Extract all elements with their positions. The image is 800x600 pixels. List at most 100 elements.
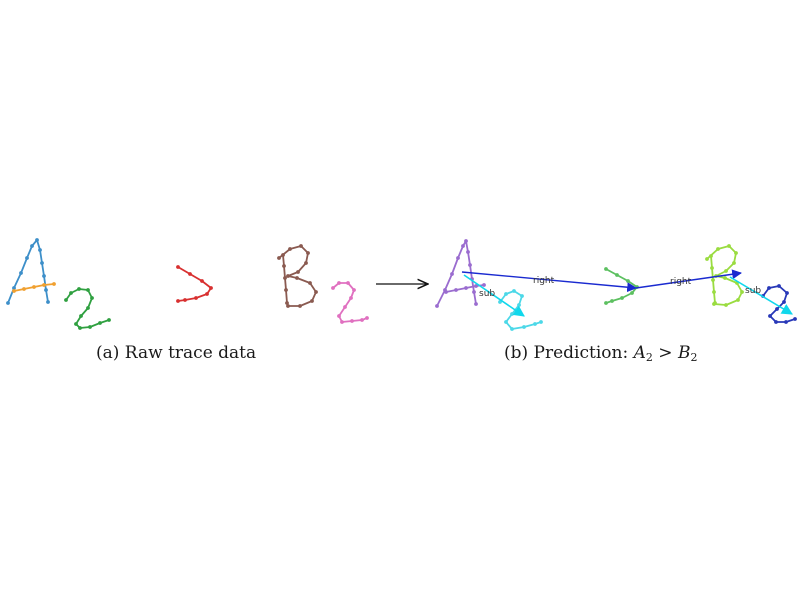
pred-trace-a-crossbar-point <box>482 283 486 287</box>
raw-trace-a-crossbar-point <box>52 282 56 286</box>
pred-trace-a-point <box>461 244 465 248</box>
raw-trace-b-bowls-point <box>295 276 299 280</box>
raw-trace-a-point <box>12 286 16 290</box>
pred-trace-two-1-point <box>504 292 508 296</box>
raw-trace-greater-point <box>200 279 204 283</box>
raw-trace-a-crossbar-point <box>32 285 36 289</box>
pred-trace-two-2-point <box>767 286 771 290</box>
raw-trace-a-crossbar-point <box>22 287 26 291</box>
pred-trace-two-2-point <box>775 307 779 311</box>
edge-right-2 <box>635 269 742 289</box>
pred-trace-b-bowls-point <box>734 251 738 255</box>
raw-trace-b-stem-point <box>283 276 287 280</box>
edge-label-right-2: right <box>670 277 692 287</box>
pred-trace-a-point <box>450 272 454 276</box>
raw-trace-two-1-point <box>86 288 90 292</box>
raw-trace-two-2-point <box>360 318 364 322</box>
raw-trace-b-bowls-point <box>304 261 308 265</box>
pred-trace-two-2-point <box>785 291 789 295</box>
pred-trace-b-bowls-point <box>727 244 731 248</box>
pred-trace-b-bowls-point <box>724 303 728 307</box>
caption-prediction-lhs-sub: 2 <box>645 351 653 364</box>
pred-trace-two-1-point <box>520 294 524 298</box>
pred-trace-two-2-point <box>784 320 788 324</box>
raw-trace-a-point <box>25 256 29 260</box>
pred-trace-two-1-point <box>512 289 516 293</box>
pred-trace-two-2-point <box>768 314 772 318</box>
pred-trace-two-2 <box>762 285 796 323</box>
pred-trace-two-1-point <box>533 322 537 326</box>
pred-trace-a-point <box>474 302 478 306</box>
raw-trace-two-1-point <box>78 326 82 330</box>
caption-prediction-lhs: A <box>633 343 646 363</box>
raw-trace-a-point <box>38 248 42 252</box>
raw-trace-a-point <box>46 300 50 304</box>
raw-trace-a-point <box>35 238 39 242</box>
raw-trace-two-1-point <box>74 322 78 326</box>
pred-trace-b-bowls-point <box>716 247 720 251</box>
raw-trace-two-1-point <box>107 318 111 322</box>
caption-prediction: (b) Prediction: A2 > B2 <box>504 343 697 364</box>
raw-trace-two-2-point <box>331 286 335 290</box>
raw-trace-two-2-point <box>349 296 353 300</box>
caption-prediction-prefix: (b) Prediction: <box>504 343 634 363</box>
pred-trace-two-2-point <box>782 300 786 304</box>
raw-trace-greater-point <box>188 272 192 276</box>
pred-trace-two-1-point <box>504 320 508 324</box>
raw-trace-b-stem-point <box>282 264 286 268</box>
raw-trace-two-1-point <box>98 321 102 325</box>
raw-trace-greater-point <box>209 286 213 290</box>
raw-trace-two-1-point <box>88 325 92 329</box>
raw-trace-a-point <box>30 244 34 248</box>
edge-label-sub-1: sub <box>479 289 495 299</box>
pred-trace-a-crossbar-point <box>464 286 468 290</box>
raw-trace-greater-point <box>194 296 198 300</box>
pred-trace-b-bowls-point <box>724 269 728 273</box>
pred-trace-a-point <box>464 239 468 243</box>
raw-trace-b-bowls-point <box>286 304 290 308</box>
raw-trace-b-stem-point <box>285 301 289 305</box>
raw-trace-two-1-point <box>79 314 83 318</box>
caption-prediction-op: > <box>652 343 678 363</box>
raw-trace-a-point <box>44 288 48 292</box>
raw-trace-two-2-point <box>350 319 354 323</box>
pred-trace-a-crossbar-point <box>454 288 458 292</box>
raw-trace-a-point <box>6 301 10 305</box>
raw-trace-two-2-point <box>337 281 341 285</box>
pred-trace-greater-point <box>630 291 634 295</box>
pred-trace-two-2-point <box>777 284 781 288</box>
pred-trace-two-1-point <box>522 325 526 329</box>
pred-trace-two-2-point <box>774 320 778 324</box>
pred-trace-b-bowls-point <box>723 276 727 280</box>
caption-prediction-rhs: B <box>677 343 691 363</box>
pred-trace-b-bowls-point <box>712 302 716 306</box>
raw-trace-b-bowls-point <box>288 247 292 251</box>
raw-trace-b-bowls-point <box>310 299 314 303</box>
raw-trace-greater <box>177 266 212 302</box>
pred-trace-b-stem-point <box>711 278 715 282</box>
pred-trace-greater-point <box>610 299 614 303</box>
pred-trace-greater-point <box>615 273 619 277</box>
raw-trace-greater-point <box>176 265 180 269</box>
pred-trace-b-bowls-point <box>736 298 740 302</box>
pred-trace-a-crossbar-point <box>474 284 478 288</box>
raw-trace-b-bowls-point <box>306 251 310 255</box>
pred-trace-b-bowls-point <box>732 261 736 265</box>
raw-trace-b-bowls-point <box>286 274 290 278</box>
raw-trace-b-bowls-point <box>308 281 312 285</box>
raw-trace-b-bowls-point <box>314 290 318 294</box>
pred-trace-a-crossbar-point <box>444 290 448 294</box>
raw-trace-greater-point <box>205 292 209 296</box>
edge-label-sub-2: sub <box>745 286 761 296</box>
pred-trace-greater-point <box>626 279 630 283</box>
caption-prediction-rhs-sub: 2 <box>690 351 698 364</box>
raw-trace-two-2-point <box>340 320 344 324</box>
pred-trace-greater-point <box>620 296 624 300</box>
raw-trace-b-stem-point <box>284 288 288 292</box>
pred-trace-greater-point <box>604 301 608 305</box>
pred-trace-a-point <box>468 263 472 267</box>
raw-trace-two-1-point <box>64 298 68 302</box>
pred-trace-two-1-point <box>510 327 514 331</box>
prediction-panel: sub right right sub <box>435 239 797 331</box>
